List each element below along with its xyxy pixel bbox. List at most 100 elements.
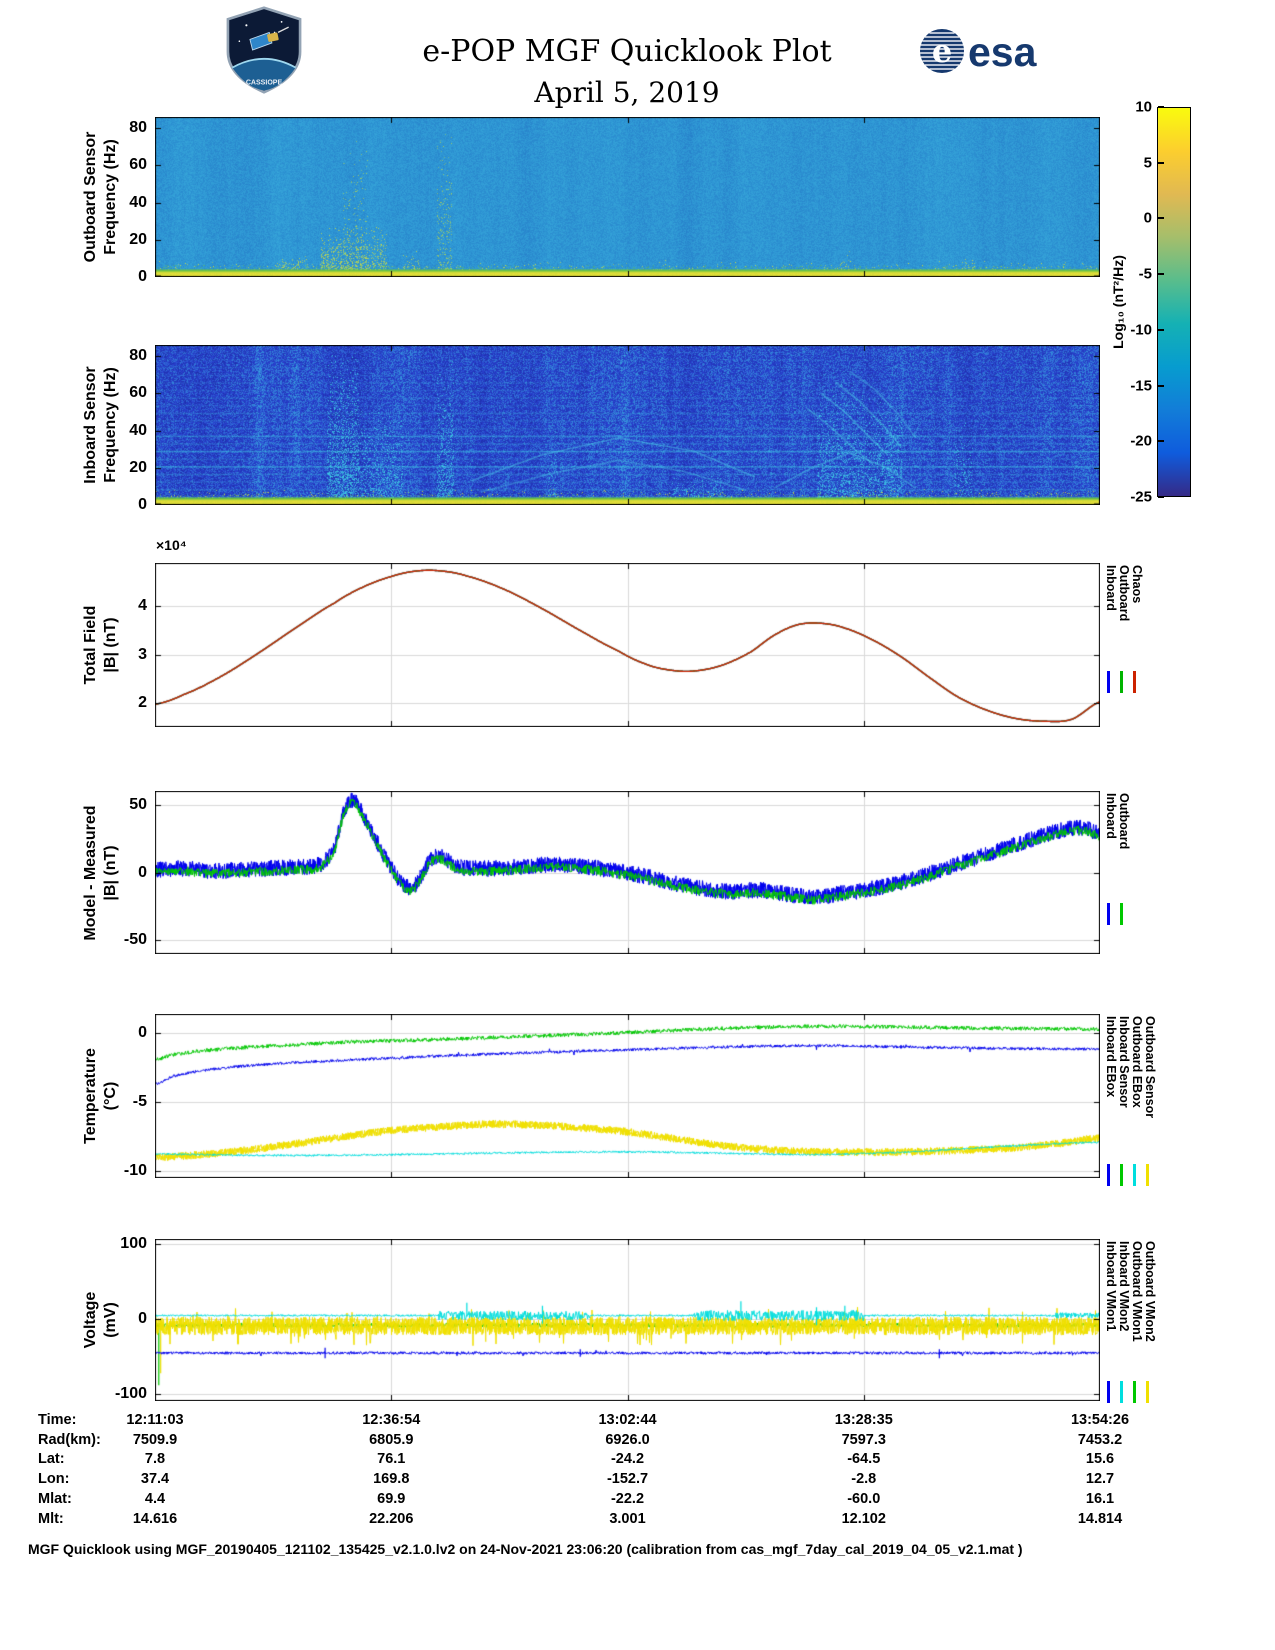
voltage-legend-label: Outboard VMon1: [1130, 1241, 1144, 1342]
model-minus-measured-legend-line-sample: [1120, 903, 1123, 925]
temperature-ytick-label: 0: [138, 1024, 147, 1042]
outboard-spectrogram-canvas: [155, 117, 1100, 277]
model-minus-measured-canvas: [155, 791, 1100, 954]
ephemeris-value: 69.9: [377, 1490, 406, 1507]
total-field-legend-label: Chaos: [1130, 565, 1144, 604]
temperature-legend-line-sample: [1146, 1164, 1149, 1186]
colorbar-tick-label: 5: [1143, 154, 1152, 172]
ephemeris-row-label: Lon:: [38, 1471, 70, 1488]
ephemeris-value: 7597.3: [841, 1431, 886, 1448]
ephemeris-value: 12:11:03: [126, 1412, 184, 1428]
ephemeris-row-label: Mlat:: [38, 1490, 72, 1507]
colorbar-tick-label: 0: [1143, 209, 1152, 227]
outboard-spectrogram-ytick-label: 40: [129, 193, 147, 211]
ephemeris-value: 13:02:44: [598, 1412, 657, 1428]
ephemeris-value: 6926.0: [605, 1431, 650, 1448]
mission-logo-text: CASSIOPE: [246, 79, 283, 86]
temperature-legend-line-sample: [1107, 1164, 1110, 1186]
ephemeris-row-label: Lat:: [38, 1451, 65, 1468]
voltage-legend-label: Inboard VMon1: [1104, 1241, 1118, 1332]
ephemeris-value: 76.1: [377, 1451, 406, 1468]
esa-globe: [920, 29, 964, 73]
ephemeris-value: 4.4: [144, 1490, 166, 1507]
page-title: e-POP MGF Quicklook Plot: [422, 34, 832, 69]
total-field-ytick-label: 4: [138, 597, 147, 615]
temperature-legend-line-sample: [1133, 1164, 1136, 1186]
ephemeris-value: 7453.2: [1077, 1431, 1123, 1448]
ephemeris-value: 16.1: [1085, 1490, 1115, 1507]
ephemeris-value: -22.2: [610, 1490, 645, 1507]
ephemeris-value: 14.814: [1077, 1510, 1123, 1527]
ephemeris-value: 12.102: [841, 1510, 886, 1527]
ephemeris-row-label: Time:: [38, 1412, 77, 1428]
voltage-canvas: [155, 1239, 1100, 1401]
ephemeris-value: 7.8: [144, 1451, 166, 1468]
colorbar-tick-mark: [1158, 106, 1164, 108]
voltage-legend-line-sample: [1133, 1381, 1136, 1403]
temperature-legend-label: Outboard EBox: [1130, 1016, 1144, 1108]
ephemeris-value: 13:28:35: [834, 1412, 893, 1428]
total-field-exponent-label: ×10⁴: [156, 537, 187, 553]
colorbar-tick-label: -5: [1138, 265, 1152, 283]
outboard-spectrogram-ytick-label: 80: [129, 119, 147, 137]
esa-wordmark: esa: [968, 29, 1038, 75]
total-field-legend-line-sample: [1133, 671, 1136, 693]
patch-satellite-body: [267, 32, 279, 42]
model-minus-measured-legend-line-sample: [1107, 903, 1110, 925]
colorbar-tick-label: -20: [1130, 432, 1152, 450]
ephemeris-value: 13:54:26: [1070, 1412, 1130, 1428]
temperature-ytick-label: -10: [123, 1162, 147, 1180]
temperature-legend-line-sample: [1120, 1164, 1123, 1186]
footer-note: MGF Quicklook using MGF_20190405_121102_…: [28, 1541, 1023, 1557]
total-field-canvas: [155, 563, 1100, 727]
voltage-legend-line-sample: [1120, 1381, 1123, 1403]
colorbar-tick-mark: [1158, 328, 1164, 331]
ephemeris-value: -152.7: [606, 1471, 649, 1488]
ephemeris-value: -64.5: [847, 1451, 881, 1468]
colorbar-tick-mark: [1158, 273, 1164, 276]
model-minus-measured-legend-label: Outboard: [1117, 793, 1131, 850]
colorbar-tick-label: -15: [1130, 377, 1152, 395]
voltage-ytick-label: 0: [138, 1310, 147, 1328]
temperature-canvas: [155, 1014, 1100, 1178]
inboard-spectrogram-ytick-label: 60: [129, 384, 147, 402]
ephemeris-value: 12.7: [1085, 1471, 1115, 1488]
total-field-legend-line-sample: [1120, 671, 1123, 693]
ephemeris-value: 14.616: [132, 1510, 178, 1527]
ephemeris-value: -60.0: [847, 1490, 881, 1507]
ephemeris-value: 3.001: [609, 1510, 646, 1527]
colorbar-tick-mark: [1158, 440, 1164, 443]
esa-globe-e: e: [932, 32, 952, 70]
model-minus-measured-ytick-label: 0: [138, 863, 147, 881]
inboard-spectrogram-ytick-label: 80: [129, 347, 147, 365]
inboard-spectrogram-canvas: [155, 345, 1100, 505]
temperature-legend-label: Inboard EBox: [1104, 1016, 1118, 1098]
voltage-ytick-label: 100: [120, 1235, 147, 1253]
colorbar-tick-label: -10: [1130, 321, 1152, 339]
ephemeris-row-label: Mlt:: [38, 1510, 64, 1527]
total-field-ytick-label: 3: [138, 645, 147, 663]
model-minus-measured-ytick-label: 50: [129, 795, 147, 813]
colorbar-gradient: [1157, 107, 1191, 497]
outboard-spectrogram-ytick-label: 60: [129, 156, 147, 174]
ephemeris-value: 15.6: [1085, 1451, 1115, 1468]
colorbar-tick-mark: [1158, 384, 1164, 387]
cassiope-mission-logo: CASSIOPE: [226, 6, 302, 94]
colorbar-tick-label: -25: [1130, 488, 1152, 506]
patch-satellite-sail: [249, 31, 273, 51]
total-field-legend-label: Outboard: [1117, 565, 1131, 622]
total-field-legend-line-sample: [1107, 671, 1110, 693]
ephemeris-value: -2.8: [851, 1471, 877, 1488]
inboard-spectrogram-ytick-label: 0: [138, 496, 147, 513]
ephemeris-value: 12:36:54: [362, 1412, 421, 1428]
colorbar-tick-mark: [1158, 496, 1164, 498]
temperature-legend-label: Inboard Sensor: [1117, 1016, 1131, 1108]
voltage-legend-line-sample: [1107, 1381, 1110, 1403]
ephemeris-value: 37.4: [140, 1471, 170, 1488]
ephemeris-value: 6805.9: [369, 1431, 414, 1448]
total-field-legend-label: Inboard: [1104, 565, 1118, 611]
total-field-ytick-label: 2: [138, 693, 147, 711]
outboard-spectrogram-ytick-label: 20: [129, 230, 147, 248]
patch-earth: [232, 58, 296, 91]
